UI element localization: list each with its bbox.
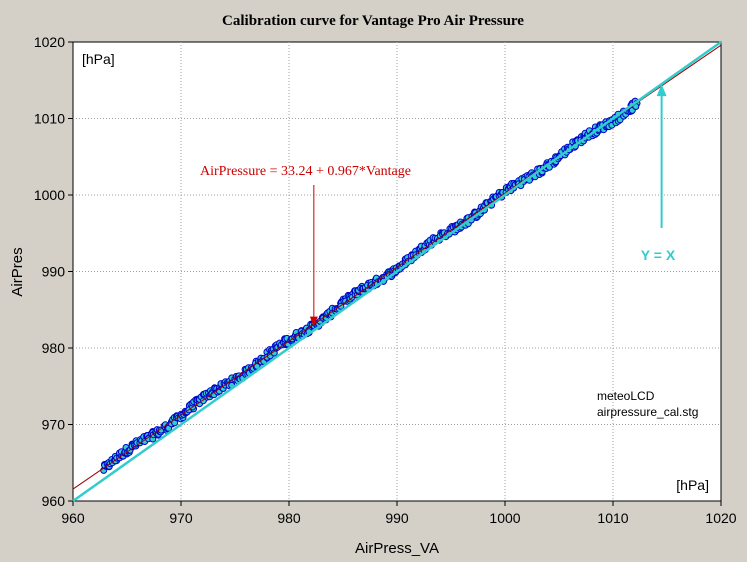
note-line-2: airpressure_cal.stg [597,405,698,419]
identity-label: Y = X [641,247,676,263]
y-tick-label: 1000 [34,187,65,203]
x-tick-label: 1010 [597,510,628,526]
x-axis-label: AirPress_VA [355,540,439,557]
x-tick-label: 980 [277,510,301,526]
y-tick-label: 1020 [34,34,65,50]
y-tick-label: 990 [42,264,66,280]
x-tick-label: 990 [385,510,409,526]
x-tick-label: 960 [61,510,85,526]
fit-equation-label: AirPressure = 33.24 + 0.967*Vantage [200,164,411,179]
unit-label-bottom-right: [hPa] [676,477,709,493]
x-tick-label: 1000 [489,510,520,526]
x-tick-label: 970 [169,510,193,526]
x-tick-label: 1020 [705,510,736,526]
y-tick-label: 980 [42,340,66,356]
y-axis-label: AirPres [9,247,26,296]
chart-title: Calibration curve for Vantage Pro Air Pr… [222,13,524,29]
y-tick-label: 1010 [34,111,65,127]
unit-label-top-left: [hPa] [82,51,115,67]
y-tick-label: 960 [42,493,66,509]
note-line-1: meteoLCD [597,389,655,403]
y-tick-label: 970 [42,417,66,433]
